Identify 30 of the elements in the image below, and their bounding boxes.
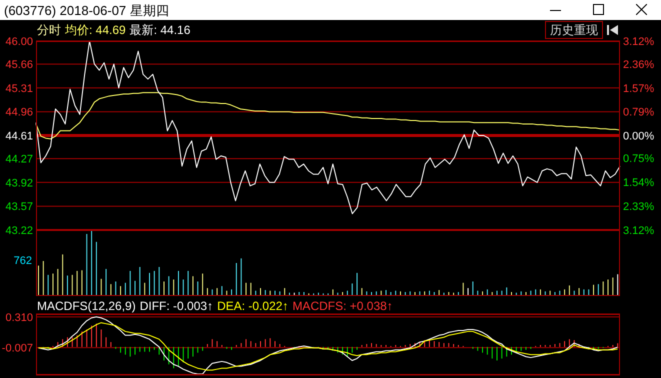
y2-tick-label: 0.79% (623, 106, 654, 119)
chart-title: MACDFS(12,26,9) (37, 299, 136, 313)
y-tick-label: 0.310 (5, 312, 33, 324)
y2-tick-label: 2.36% (623, 59, 654, 72)
y-tick-label: 44.61 (5, 130, 33, 142)
y2-tick-label: 1.54% (623, 177, 654, 190)
y-tick-label: 45.31 (5, 82, 33, 95)
y-tick-label: 43.57 (5, 201, 33, 214)
y-tick-label: -0.007 (2, 342, 33, 355)
y2-tick-label: 1.57% (623, 82, 654, 95)
series-label: DIFF: -0.003↑ (140, 299, 214, 313)
y2-tick-label: 0.75% (623, 153, 654, 166)
chart-title: (603776) 2018-06-07 星期四 (4, 2, 169, 20)
y2-tick-label: 0.00% (623, 130, 654, 142)
y-tick-label: 43.22 (5, 225, 33, 237)
y2-tick-label: 3.12% (623, 36, 654, 48)
y-tick-label: 44.27 (5, 154, 33, 166)
chart-subtitle: 分时 (37, 23, 61, 37)
text: 均价: 44.69 (65, 23, 126, 37)
y-tick-label: 46.00 (5, 36, 33, 48)
y2-tick-label: 3.12% (623, 225, 654, 237)
y-tick-label: 44.96 (5, 106, 33, 119)
text: MACDFS: +0.038↑ (292, 299, 393, 313)
text: DEA: -0.022↑ (217, 299, 288, 313)
y2-tick-label: 2.33% (623, 201, 654, 214)
y-tick-label: 45.66 (5, 59, 33, 72)
y-tick-label: 43.92 (5, 177, 33, 190)
text: 历史重现 (545, 21, 603, 39)
text: 762 (12, 255, 32, 267)
series-label: 最新: 44.16 (130, 23, 190, 37)
